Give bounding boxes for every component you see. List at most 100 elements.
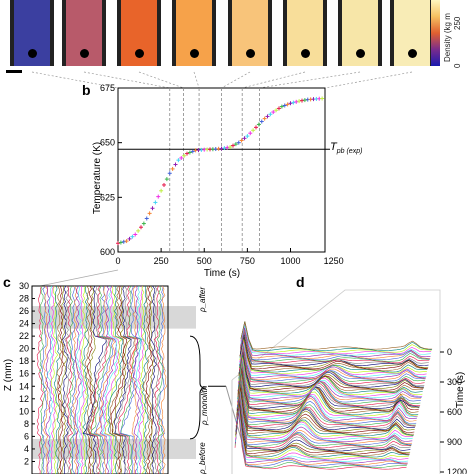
- density-profile-line: [107, 285, 124, 474]
- density-profile-line: [89, 285, 97, 474]
- density-profile-line: [141, 285, 149, 474]
- waterfall-trace: [235, 395, 412, 449]
- waterfall-trace: [240, 321, 433, 350]
- waterfall-trace: [236, 380, 416, 428]
- density-image-strip: [0, 0, 474, 72]
- z-tick-label: 22: [19, 331, 29, 341]
- waterfall-trace: [236, 383, 415, 432]
- panel-label-c: c: [3, 274, 11, 290]
- waterfall-trace: [238, 358, 422, 399]
- sample-marker-dot: [246, 49, 255, 58]
- waterfall-trace: [237, 372, 418, 418]
- waterfall-trace: [240, 325, 431, 356]
- density-profile-line: [114, 285, 132, 474]
- density-profile-line: [78, 285, 86, 474]
- density-profile-line: [120, 285, 142, 474]
- density-profile-line: [139, 285, 147, 474]
- waterfall-trace: [238, 354, 423, 394]
- waterfall-trace: [239, 343, 426, 379]
- z-tick-label: 4: [24, 444, 29, 454]
- density-profile-line: [153, 285, 162, 474]
- waterfall-trace: [236, 387, 414, 438]
- density-profile-line: [104, 285, 120, 474]
- density-profile-line: [82, 285, 89, 474]
- panel-label-d: d: [296, 274, 305, 290]
- waterfall-trace: [238, 350, 425, 388]
- density-profile-line: [133, 285, 141, 474]
- density-profile-line: [65, 285, 74, 474]
- waterfall-trace: [240, 328, 430, 362]
- waterfall-trace: [234, 409, 408, 467]
- waterfall-trace: [240, 328, 430, 361]
- time-tick-label: 300: [447, 377, 462, 387]
- z-tick-label: 10: [19, 406, 29, 416]
- waterfall-trace: [238, 350, 424, 390]
- z-tick-label: 8: [24, 419, 29, 429]
- waterfall-trace: [236, 380, 416, 426]
- density-profile-line: [99, 285, 117, 474]
- y-tick-label: 600: [100, 247, 115, 257]
- z-tick-label: 26: [19, 306, 29, 316]
- density-profile-line: [84, 285, 92, 474]
- density-profile-line: [46, 285, 54, 474]
- band-label-top: ρ_after: [198, 287, 207, 313]
- z-tick-label: 12: [19, 394, 29, 404]
- density-profile-line: [74, 285, 82, 474]
- waterfall-trace: [234, 409, 408, 465]
- density-profile-line: [53, 285, 61, 474]
- sample-marker-dot: [28, 49, 37, 58]
- density-profile-line: [117, 285, 139, 474]
- density-profile-line: [62, 285, 69, 474]
- x-tick-label: 1250: [324, 256, 344, 266]
- waterfall-trace: [236, 394, 413, 444]
- density-profile-line: [60, 285, 67, 474]
- waterfall-trace: [236, 390, 413, 441]
- band-label-bottom: ρ_before: [198, 442, 207, 474]
- waterfall-trace: [239, 336, 428, 373]
- waterfall-trace: [237, 366, 420, 411]
- density-profile-line: [131, 285, 138, 474]
- waterfall-trace: [240, 329, 430, 364]
- sample-marker-dot: [356, 49, 365, 58]
- waterfall-trace: [238, 352, 424, 393]
- waterfall-trace: [237, 376, 417, 423]
- waterfall-trace: [237, 365, 420, 409]
- waterfall-trace: [237, 378, 417, 424]
- waterfall-trace: [236, 388, 414, 440]
- z-tick-label: 18: [19, 356, 29, 366]
- z-tick-label: 6: [24, 431, 29, 441]
- density-profile-line: [101, 285, 118, 474]
- waterfall-trace: [236, 387, 414, 435]
- density-profile-line: [104, 285, 123, 474]
- sample-marker-dot: [135, 49, 144, 58]
- density-profile-line: [137, 285, 145, 474]
- waterfall-trace: [237, 367, 419, 412]
- z-tick-label: 24: [19, 319, 29, 329]
- waterfall-trace: [235, 399, 411, 452]
- waterfall-trace: [237, 369, 419, 414]
- chart-b-ylabel: Temperature (K): [92, 142, 103, 214]
- waterfall-trace: [235, 396, 411, 450]
- chart-d-time-label: Time (s): [455, 372, 466, 408]
- density-profile-line: [150, 285, 157, 474]
- waterfall-trace: [239, 336, 428, 371]
- density-profile-line: [146, 285, 153, 474]
- density-profile-line: [82, 285, 107, 474]
- waterfall-trace: [237, 374, 417, 421]
- density-profile-line: [89, 285, 110, 474]
- scale-bar: [6, 70, 22, 73]
- waterfall-trace: [239, 336, 428, 370]
- density-colorbar: [431, 0, 440, 66]
- waterfall-trace: [238, 357, 423, 397]
- sample-marker-dot: [190, 49, 199, 58]
- waterfall-trace: [237, 373, 418, 420]
- density-profile-line: [45, 285, 52, 474]
- waterfall-trace: [235, 409, 408, 464]
- density-profile-line: [143, 285, 151, 474]
- sample-marker-dot: [408, 49, 417, 58]
- chart-c-ylabel: Z (mm): [3, 359, 14, 391]
- density-profile-line: [39, 285, 46, 474]
- monolith-brace: [189, 335, 207, 440]
- density-profile-line: [93, 285, 113, 474]
